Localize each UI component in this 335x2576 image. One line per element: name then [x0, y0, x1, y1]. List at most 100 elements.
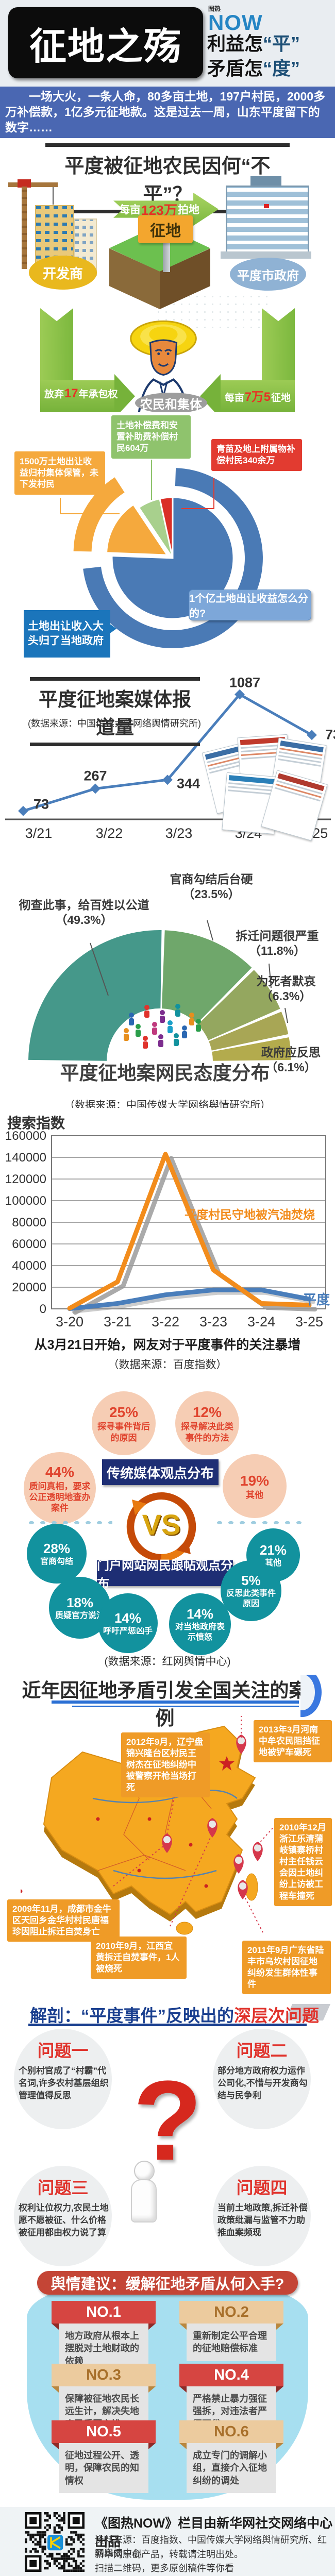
problem-1: 问题一 个别村官成了“村霸”代名词,许多农村基层组织管理值得反思 — [11, 2029, 114, 2130]
newspapers-illustration — [202, 731, 328, 841]
suggestions-section: 舆情建议：缓解征地矛盾从何入手? NO.1 地方政府从根本上摆脱对土地财政的依赖… — [0, 2270, 335, 2507]
brand-now-label: NOW — [208, 10, 263, 35]
brand-logo: 图热 NOW — [208, 4, 332, 35]
media-chart-section: 7326734410877343/213/223/233/243/25 平度征地… — [0, 665, 335, 866]
svg-text:3-21: 3-21 — [104, 1314, 131, 1329]
svg-text:3/23: 3/23 — [165, 826, 193, 841]
suggestions-banner: 舆情建议：缓解征地矛盾从何入手? — [37, 2271, 298, 2295]
dots-right — [214, 1519, 301, 1526]
svg-text:60000: 60000 — [12, 1237, 46, 1251]
left-arrow-label: 放弃17年承包权 — [44, 386, 118, 400]
media-opinion-12: 12% 探寻解决此类事件的方法 — [175, 1391, 239, 1455]
netizen-opinion-28: 28% 官商勾结 — [27, 1524, 87, 1584]
media-opinion-title: 传统媒体观点分布 — [102, 1459, 219, 1485]
gauge-source: （数据来源：中国传媒大学网络舆情研究所） — [64, 1100, 271, 1108]
netizen-opinion-5: 5% 反思此类事件原因 — [221, 1560, 281, 1621]
search-ylabel: 搜索指数 — [7, 1115, 65, 1131]
search-index-line-chart: 0 20000 40000 60000 80000 100000 120000 140000 1… — [5, 1129, 326, 1329]
svg-text:3/22: 3/22 — [96, 826, 123, 841]
gauge-label-1: 彻查此事，给百姓以公道 （49.3%） — [19, 898, 149, 927]
netizen-opinion-14a: 14% 呼吁严惩凶手 — [98, 1593, 158, 1653]
attitude-gauge-chart — [28, 920, 292, 1061]
developer-label: 开发商 — [29, 256, 97, 290]
gauge-label-2: 官商勾结后台硬 （23.5%） — [170, 872, 253, 901]
intro-text: 一场大火，一条人命，80多亩土地，197户村民，2000多万补偿款，1亿多元征地… — [5, 90, 326, 134]
compensation-pie-section: 土地补偿费和安置补助费补偿村民604万 青苗及地上附属物补偿村民340余万 15… — [0, 412, 335, 665]
media-opinion-19: 19% 其他 — [223, 1454, 287, 1518]
tagline-2: 矛盾怎“度” — [207, 58, 300, 79]
footer-line-1: 《图热NOW》栏目由新华网社交网络中心出品 — [95, 2516, 333, 2549]
search-index-section: 搜索指数 0 20000 40000 60000 80000 100000 120000 14… — [0, 1108, 335, 1386]
media-opinion-44: 44% 质问真相，要求公正透明地查办案件 — [24, 1452, 96, 1524]
svg-text:20000: 20000 — [12, 1281, 46, 1294]
svg-text:3-20: 3-20 — [56, 1314, 83, 1329]
vs-source: (数据来源：红网舆情中心) — [104, 1656, 231, 1668]
question-mark-figure: ? — [120, 2057, 207, 2229]
problems-underline — [28, 2024, 307, 2026]
svg-text:100000: 100000 — [5, 1194, 46, 1208]
problem-2: 问题二 部分地方政府权力运作公司化,不惜与开发商勾结与民争利 — [210, 2029, 313, 2130]
brand-small-label: 图热 — [208, 5, 221, 12]
gauge-label-5: 政府应反思 （6.1%） — [261, 1046, 321, 1074]
suggestion-5: NO.5 征地过程公开、透明，保障农民的知情权 — [52, 2420, 156, 2493]
farmers-label: 农民和集体 — [135, 393, 207, 412]
land-sign: 征地 — [138, 215, 193, 243]
svg-text:344: 344 — [177, 776, 200, 791]
crane-icon — [8, 182, 58, 187]
government-building-illustration — [221, 176, 311, 261]
media-opinion-25: 25% 探寻事件背后的原因 — [92, 1391, 156, 1455]
map-title: 近年因征地矛盾引发全国关注的案例 — [22, 1680, 308, 1729]
gauge-label-4: 为死者默哀 （6.3%） — [256, 974, 316, 1003]
attitude-gauge-section: 彻查此事，给百姓以公道 （49.3%） 官商勾结后台硬 （23.5%） 拆迁问题很严… — [0, 866, 335, 1108]
beijing-star — [219, 1756, 234, 1771]
media-chart-source: (数据来源：中国传媒大学网络舆情研究所) — [28, 718, 201, 729]
svg-text:0: 0 — [40, 1302, 46, 1316]
svg-text:3-25: 3-25 — [295, 1314, 323, 1329]
case-henan: 2013年3月河南中牟农民阻挡征地被铲车碾死 — [254, 1720, 332, 1763]
case-chengdu: 2009年11月，成都市金牛区天回乡金华村村民唐福珍因阻止拆迁自焚身亡 — [7, 1899, 120, 1942]
suggestion-6: NO.6 成立专门的调解小组，直接介入征地纠纷的调处 — [179, 2420, 283, 2493]
pie-callout: 土地出让收入大头归了当地政府 — [24, 610, 116, 658]
pie-label-compensation: 土地补偿费和安置补助费补偿村民604万 — [111, 415, 191, 459]
svg-text:140000: 140000 — [5, 1151, 46, 1165]
svg-text:734: 734 — [325, 727, 335, 742]
pie-question-box: 1个亿土地出让收益怎么分的? — [189, 590, 311, 620]
right-arrow-label: 每亩7万5征地 — [224, 390, 291, 404]
svg-text:1087: 1087 — [229, 675, 260, 691]
suggestion-1: NO.1 地方政府从根本上摆脱对土地财政的依赖 — [52, 2301, 156, 2373]
page-title: 征地之殇 — [29, 26, 182, 68]
series-label-pingdu: 平度 — [303, 1292, 330, 1307]
qr-code — [25, 2512, 85, 2572]
svg-text:3-23: 3-23 — [199, 1314, 227, 1329]
netizen-opinion-title: 门户网站网民跟帖观点分布 — [97, 1559, 233, 1591]
header: 征地之殇 图热 NOW 利益怎“平” 矛盾怎“度” — [0, 0, 335, 87]
gauge-title: 平度征地案网民态度分布 — [60, 1063, 270, 1084]
footer: 《图热NOW》栏目由新华网社交网络中心出品 资料来源：百度指数、中国传媒大学网络… — [0, 2507, 335, 2576]
problems-section: 解剖：“平度事件”反映出的深层次问题 问题一 个别村官成了“村霸”代名词,许多农… — [0, 2002, 335, 2270]
case-zhejiang: 2010年12月浙江乐清蒲岐镇寨桥村村主任钱云会因土地纠纷上访被工程车撞死 — [274, 1818, 332, 1906]
search-source: （数据来源：百度指数） — [108, 1359, 227, 1371]
pie-label-retained: 1500万土地出让收益归村集体保管，未下发村民 — [14, 451, 105, 495]
compensation-pie-chart — [73, 468, 263, 648]
footer-line-3: 新华网原创产品，转载请注明出处。 — [95, 2549, 243, 2560]
svg-text:267: 267 — [83, 768, 107, 783]
vs-comparison-section: 25% 探寻事件背后的原因 12% 探寻解决此类事件的方法 44% 质问真相，要求公正… — [0, 1386, 335, 1675]
svg-text:120000: 120000 — [5, 1172, 46, 1186]
svg-text:3-22: 3-22 — [152, 1314, 179, 1329]
search-annotation: 平度村民守地被汽油焚烧 — [185, 1208, 315, 1221]
dots-left — [26, 1519, 112, 1526]
netizen-opinion-14b: 14% 对当地政府表示愤怒 — [169, 1593, 231, 1655]
footer-line-2: 资料来源：百度指数、中国传媒大学网络舆情研究所、红网舆情中心 — [95, 2535, 327, 2558]
svg-text:3-24: 3-24 — [247, 1314, 275, 1329]
government-label: 平度市政府 — [230, 258, 306, 291]
suggestion-2: NO.2 重新制定公平合理的征地赔偿标准 — [179, 2301, 283, 2361]
gauge-label-3: 拆迁问题很严重 （11.8%） — [236, 929, 319, 957]
svg-text:40000: 40000 — [12, 1259, 46, 1273]
flow-diagram-section: 平度被征地农民因何“不平”？ 每亩 123万 拍地 开发商 平度市政府 征地 — [0, 138, 335, 412]
problem-3: 问题三 权利让位权力,农民土地愿不愿被征、什么价格被征用都由权力说了算 — [11, 2166, 114, 2267]
problem-4: 问题四 当前土地政策,拆迁补偿政策纰漏与监管不力助推血案频现 — [210, 2166, 313, 2267]
media-chart-title: 平度征地案媒体报道量 — [30, 677, 200, 746]
vs-icon: VS — [123, 1488, 200, 1565]
problems-title: 解剖：“平度事件”反映出的深层次问题 — [30, 2006, 319, 2025]
